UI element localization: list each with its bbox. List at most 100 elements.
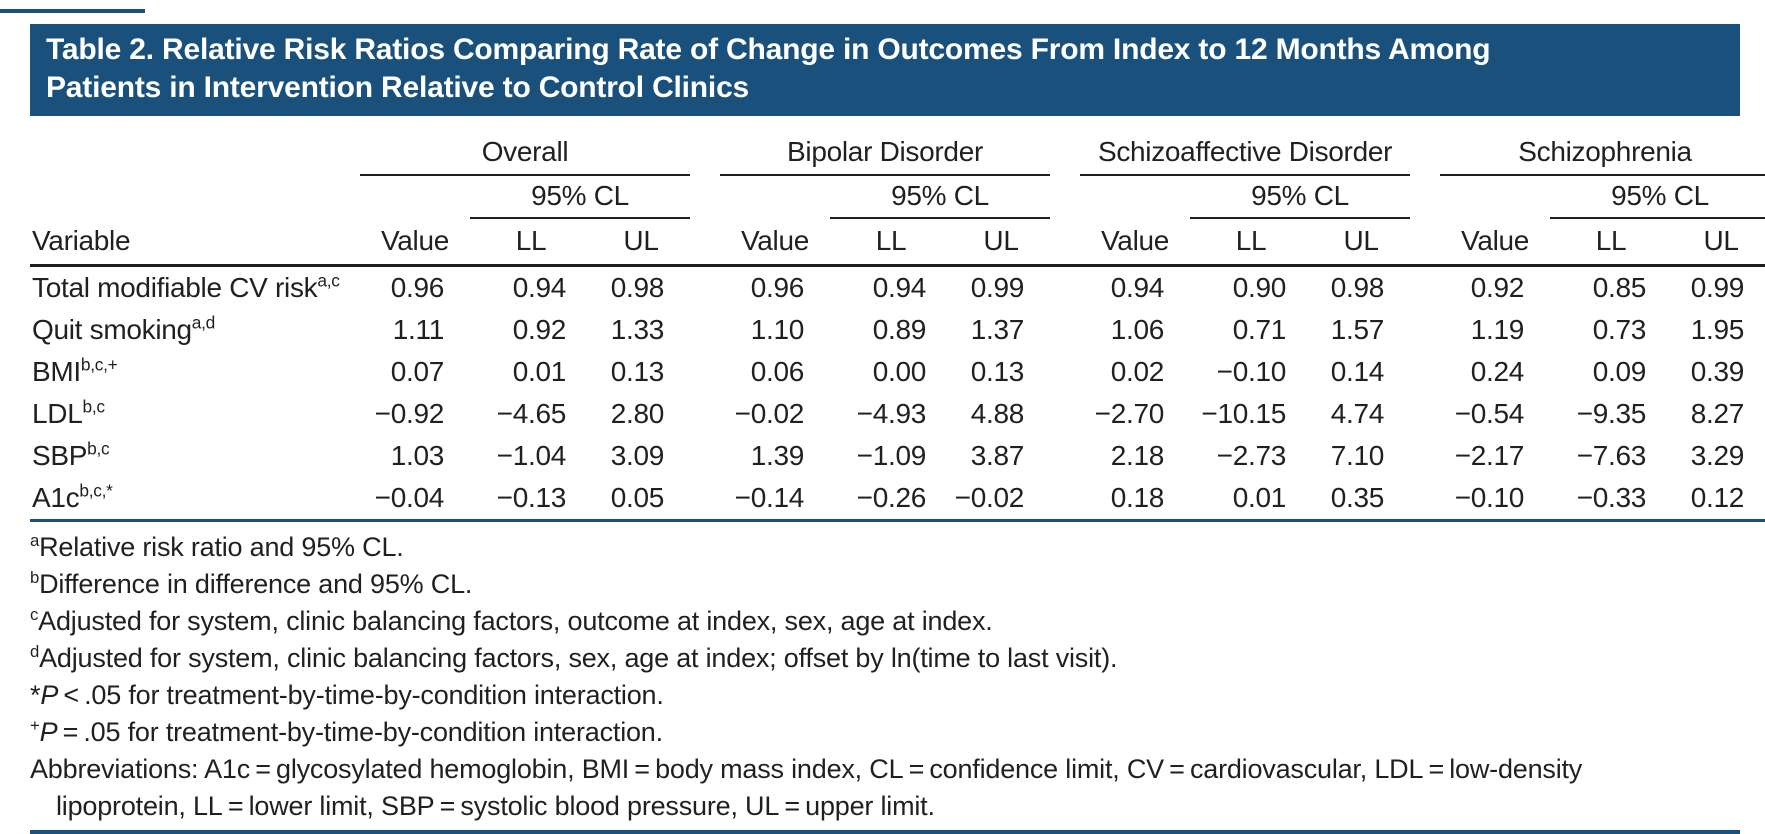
table-title-line2: Patients in Intervention Relative to Con… (46, 71, 750, 104)
cl-header-row: 95% CL 95% CL 95% CL 95% CL (30, 175, 1765, 219)
table-title-bar: Table 2. Relative Risk Ratios Comparing … (30, 24, 1740, 116)
footnote-d: dAdjusted for system, clinic balancing f… (30, 640, 1740, 677)
column-gap (1050, 218, 1081, 267)
value-cell: 1.19 (1470, 314, 1525, 345)
value-cell: 0.99 (970, 272, 1025, 303)
footnotes: aRelative risk ratio and 95% CL. bDiffer… (30, 529, 1740, 825)
group-header-overall: Overall (360, 132, 691, 176)
value-cell: −1.09 (856, 440, 927, 471)
column-gap (1410, 351, 1440, 393)
value-cell: 1.37 (970, 314, 1025, 345)
abbreviations-note: Abbreviations: A1c = glycosylated hemogl… (30, 754, 1583, 821)
group-header-bipolar: Bipolar Disorder (720, 132, 1051, 176)
column-gap (1050, 266, 1080, 310)
table-row: LDLb,c −0.92 −4.65 2.80 −0.02 −4.93 4.88 −2.70 −… (30, 393, 1765, 435)
variable-cell: LDLb,c (32, 396, 105, 429)
value-cell: −2.70 (1094, 398, 1165, 429)
value-cell: −10.15 (1201, 398, 1287, 429)
footnote-text: = .05 for treatment-by-time-by-condition… (57, 717, 664, 747)
value-cell: 3.29 (1690, 440, 1745, 471)
variable-cell: BMIb,c,+ (32, 354, 118, 387)
value-cell: 1.95 (1690, 314, 1745, 345)
cl-header-schizophrenia: 95% CL (1550, 175, 1765, 219)
value-cell: −7.63 (1576, 440, 1647, 471)
value-cell: 0.18 (1080, 477, 1191, 522)
column-gap (690, 393, 720, 435)
column-gap (1050, 351, 1080, 393)
column-header-ul: UL (1672, 218, 1765, 267)
table-row: SBPb,c 1.03 −1.04 3.09 1.39 −1.09 3.87 2.18 −2.7… (30, 435, 1765, 477)
value-cell: −0.04 (360, 477, 470, 522)
value-cell: 0.06 (750, 356, 805, 387)
value-cell: 0.73 (1592, 314, 1647, 345)
column-header-ll: LL (1550, 218, 1673, 267)
footnote-a: aRelative risk ratio and 95% CL. (30, 529, 1740, 566)
value-cell: 2.18 (1110, 440, 1165, 471)
footnote-plus: +P = .05 for treatment-by-time-by-condit… (30, 714, 1740, 751)
spacer-cell (1440, 175, 1550, 218)
value-cell: 0.94 (1110, 272, 1165, 303)
footnote-marker: * (30, 680, 41, 710)
footnote-b: bDifference in difference and 95% CL. (30, 566, 1740, 603)
column-gap (1410, 435, 1440, 477)
value-cell: 0.92 (1470, 272, 1525, 303)
column-header-ll: LL (830, 218, 953, 267)
value-cell: −9.35 (1576, 398, 1647, 429)
value-cell: 7.10 (1330, 440, 1385, 471)
value-cell: 3.09 (610, 440, 665, 471)
value-cell: 0.96 (390, 272, 445, 303)
cl-header-overall: 95% CL (470, 175, 691, 219)
value-cell: 0.14 (1330, 356, 1385, 387)
footnote-text: Adjusted for system, clinic balancing fa… (39, 643, 1118, 673)
spacer-cell (1410, 132, 1440, 175)
column-header-ul: UL (592, 218, 691, 267)
top-rule (0, 9, 145, 13)
p-value-symbol: P (39, 717, 58, 747)
value-cell: 0.13 (610, 356, 665, 387)
value-cell: 0.96 (750, 272, 805, 303)
column-gap (1410, 393, 1440, 435)
value-cell: 4.88 (970, 398, 1025, 429)
value-cell: 0.00 (872, 356, 927, 387)
table-body: Total modifiable CV riska,c 0.96 0.94 0.98 0… (30, 266, 1765, 522)
column-gap (690, 477, 721, 522)
footnote-text: Difference in difference and 95% CL. (39, 569, 473, 599)
table-figure: Table 2. Relative Risk Ratios Comparing … (30, 24, 1765, 834)
value-cell: −0.26 (830, 477, 953, 522)
value-cell: 0.94 (872, 272, 927, 303)
footnote-marker: c (30, 605, 39, 624)
footnote-marker: + (30, 716, 40, 735)
value-cell: 1.06 (1110, 314, 1165, 345)
column-gap (1050, 393, 1080, 435)
footnote-marker: a (30, 531, 40, 550)
value-cell: −0.54 (1454, 398, 1525, 429)
value-cell: 0.90 (1232, 272, 1287, 303)
column-gap (690, 218, 721, 267)
value-cell: −2.17 (1454, 440, 1525, 471)
value-cell: 0.92 (512, 314, 567, 345)
value-cell: 0.02 (1110, 356, 1165, 387)
value-cell: −0.14 (720, 477, 831, 522)
column-header-ll: LL (1190, 218, 1313, 267)
value-cell: −0.10 (1216, 356, 1287, 387)
value-cell: −4.65 (496, 398, 567, 429)
variable-footnote-marker: a,c (317, 270, 340, 291)
value-cell: 0.09 (1592, 356, 1647, 387)
value-cell: −0.02 (734, 398, 805, 429)
column-gap (1050, 477, 1081, 522)
column-header-ll: LL (470, 218, 592, 267)
spacer-cell (1410, 175, 1440, 218)
value-cell: −0.10 (1440, 477, 1551, 522)
column-gap (1410, 218, 1441, 267)
column-header-value: Value (360, 218, 470, 267)
spacer-cell (690, 132, 720, 175)
value-cell: 1.39 (750, 440, 805, 471)
value-cell: −1.04 (496, 440, 567, 471)
column-gap (690, 309, 720, 351)
group-header-schizophrenia: Schizophrenia (1440, 132, 1765, 176)
variable-cell: Quit smokinga,d (32, 312, 216, 345)
value-cell: −2.73 (1216, 440, 1287, 471)
value-cell: −0.33 (1550, 477, 1673, 522)
value-cell: −0.92 (374, 398, 445, 429)
spacer-cell (30, 132, 360, 175)
